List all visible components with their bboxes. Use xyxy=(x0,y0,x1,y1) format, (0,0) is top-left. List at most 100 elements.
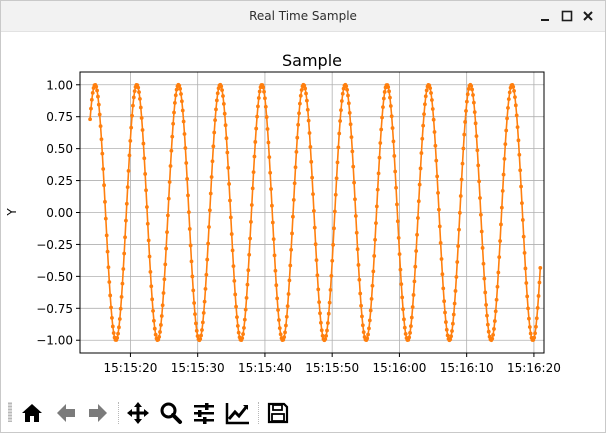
data-point xyxy=(502,156,507,161)
data-point xyxy=(516,138,521,143)
data-point xyxy=(355,247,360,252)
data-point xyxy=(184,161,189,165)
data-point xyxy=(223,123,228,128)
data-point xyxy=(234,304,238,309)
data-point xyxy=(382,90,387,94)
data-point xyxy=(346,93,350,98)
data-point xyxy=(163,262,168,267)
data-point xyxy=(317,300,322,305)
data-point xyxy=(423,102,427,107)
minimize-button[interactable] xyxy=(537,7,555,25)
data-point xyxy=(267,155,272,160)
data-point xyxy=(157,334,162,339)
maximize-button[interactable] xyxy=(558,7,576,25)
data-point xyxy=(448,337,453,342)
data-point xyxy=(228,198,232,203)
data-point xyxy=(101,167,106,171)
data-point xyxy=(211,144,216,149)
data-point xyxy=(293,165,298,170)
data-point xyxy=(500,189,505,193)
data-point xyxy=(458,194,463,198)
data-point xyxy=(499,205,504,210)
data-point xyxy=(277,326,282,331)
data-point xyxy=(438,241,443,245)
close-button[interactable] xyxy=(579,7,597,25)
data-point xyxy=(115,336,120,340)
data-point xyxy=(394,185,398,190)
data-point xyxy=(152,326,157,331)
data-point xyxy=(474,134,479,139)
data-point xyxy=(103,216,108,221)
data-point xyxy=(124,218,128,223)
back-button[interactable] xyxy=(53,400,79,426)
data-point xyxy=(318,311,322,316)
arrow-right-icon xyxy=(89,404,107,422)
data-point xyxy=(439,257,444,261)
data-point xyxy=(496,270,501,275)
data-point xyxy=(473,121,478,126)
data-point xyxy=(492,319,497,323)
customize-button[interactable] xyxy=(225,400,251,426)
data-point xyxy=(449,334,454,339)
data-point xyxy=(525,294,530,299)
zoom-button[interactable] xyxy=(158,400,184,426)
data-point xyxy=(278,332,283,337)
data-point xyxy=(243,307,248,312)
pan-button[interactable] xyxy=(125,400,151,426)
data-point xyxy=(189,259,194,264)
data-point xyxy=(368,308,373,313)
data-point xyxy=(387,89,391,94)
data-point xyxy=(464,99,469,104)
data-point xyxy=(221,102,226,106)
data-point xyxy=(403,331,408,336)
data-point xyxy=(255,114,259,119)
data-point xyxy=(320,333,325,338)
data-point xyxy=(298,101,302,106)
home-button[interactable] xyxy=(19,400,45,426)
data-point xyxy=(284,323,288,328)
data-point xyxy=(167,180,172,184)
data-point xyxy=(131,103,135,108)
data-point xyxy=(323,337,328,342)
data-point xyxy=(89,106,93,111)
data-point xyxy=(295,135,300,140)
data-point xyxy=(128,138,133,143)
data-point xyxy=(339,108,343,113)
data-point xyxy=(361,330,366,335)
data-point xyxy=(120,281,125,286)
data-point xyxy=(466,87,471,91)
data-point xyxy=(224,136,229,141)
forward-button[interactable] xyxy=(85,400,111,426)
data-point xyxy=(149,284,154,289)
data-point xyxy=(232,278,237,283)
data-point xyxy=(187,227,192,231)
figure-canvas[interactable]: 1.00 0.75 0.50 0.25 0.00 −0.25 −0.50 −0.75 −1.00… xyxy=(1,32,605,394)
data-point xyxy=(376,171,381,176)
data-point xyxy=(335,160,340,165)
data-point xyxy=(400,295,405,300)
data-point xyxy=(334,176,339,181)
data-point xyxy=(481,261,486,266)
data-point xyxy=(126,168,131,173)
data-point xyxy=(519,184,523,189)
data-point xyxy=(310,175,315,180)
data-point xyxy=(226,165,231,170)
data-point xyxy=(138,105,143,110)
data-point xyxy=(506,97,511,102)
y-tick-label: −0.75 xyxy=(36,302,73,316)
data-point xyxy=(170,134,175,139)
data-point xyxy=(168,164,173,168)
home-icon xyxy=(22,404,42,422)
save-button[interactable] xyxy=(265,400,291,426)
data-point xyxy=(325,328,329,333)
data-point xyxy=(191,288,196,293)
data-point xyxy=(304,91,308,96)
data-point xyxy=(288,263,293,268)
data-point xyxy=(313,242,318,247)
data-point xyxy=(351,164,356,169)
data-point xyxy=(410,305,415,309)
subplots-button[interactable] xyxy=(191,400,217,426)
data-point xyxy=(150,297,155,302)
data-point xyxy=(440,272,445,277)
data-point xyxy=(395,202,399,207)
